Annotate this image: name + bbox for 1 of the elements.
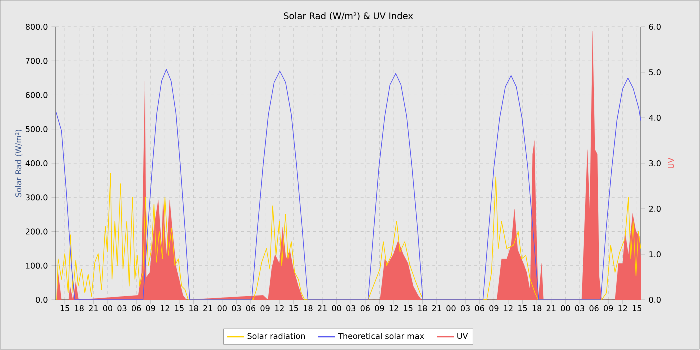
chart-title: Solar Rad (W/m²) & UV Index [284, 12, 414, 20]
